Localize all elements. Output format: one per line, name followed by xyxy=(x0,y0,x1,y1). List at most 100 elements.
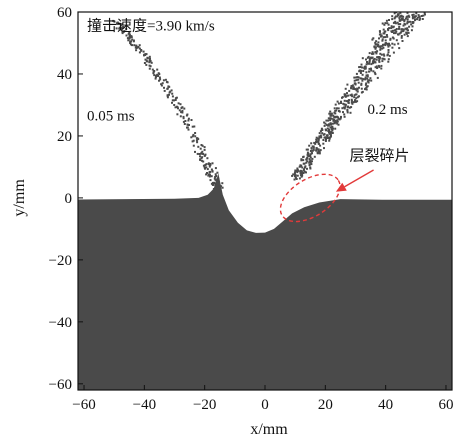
debris-particle xyxy=(355,100,357,103)
debris-particle xyxy=(397,23,400,26)
debris-particle xyxy=(365,88,368,91)
debris-particle xyxy=(190,136,193,139)
debris-particle xyxy=(174,99,177,101)
debris-particle xyxy=(115,27,118,30)
debris-particle xyxy=(393,12,396,15)
debris-particle xyxy=(216,180,219,183)
debris-particle xyxy=(387,51,390,54)
debris-particle xyxy=(327,136,330,139)
debris-particle xyxy=(413,15,416,18)
debris-particle xyxy=(412,21,415,23)
debris-particle xyxy=(213,181,216,184)
debris-particle xyxy=(311,160,313,163)
debris-particle xyxy=(393,43,396,46)
debris-particle xyxy=(335,109,338,112)
debris-particle xyxy=(373,60,376,63)
debris-particle xyxy=(319,130,322,133)
debris-particle xyxy=(367,79,370,82)
debris-particle xyxy=(383,54,386,57)
debris-particle xyxy=(325,136,328,139)
debris-particle xyxy=(213,177,216,180)
debris-particle xyxy=(387,49,390,51)
debris-particle xyxy=(181,109,184,112)
debris-particle xyxy=(421,18,424,20)
debris-particle xyxy=(324,122,327,125)
debris-particle xyxy=(125,34,128,37)
debris-particle xyxy=(330,114,333,117)
debris-particle xyxy=(138,44,141,47)
debris-particle xyxy=(209,179,212,182)
debris-particle xyxy=(309,166,312,169)
debris-particle xyxy=(308,155,311,158)
debris-particle xyxy=(368,61,371,64)
debris-particle xyxy=(203,154,206,157)
debris-particle xyxy=(309,153,312,156)
debris-particle xyxy=(372,52,375,55)
debris-particle xyxy=(152,72,155,75)
annotation-text: 撞击速度=3.90 km/s xyxy=(87,17,215,35)
debris-particle xyxy=(424,13,426,16)
y-tick-label: 60 xyxy=(57,5,72,21)
debris-particle xyxy=(332,127,334,130)
debris-particle xyxy=(131,44,133,47)
debris-particle xyxy=(187,119,190,122)
debris-particle xyxy=(355,97,358,100)
debris-particle xyxy=(411,14,414,16)
debris-particle xyxy=(385,42,387,45)
debris-particle xyxy=(354,99,356,102)
debris-particle xyxy=(208,164,211,167)
debris-particle xyxy=(381,57,384,60)
debris-particle xyxy=(153,70,156,72)
debris-particle xyxy=(113,20,116,23)
debris-particle xyxy=(192,144,195,147)
debris-particle xyxy=(327,117,330,120)
debris-particle xyxy=(396,13,399,16)
debris-particle xyxy=(378,33,381,36)
debris-particle xyxy=(382,57,385,60)
debris-particle xyxy=(391,15,394,18)
x-tick-label: −20 xyxy=(193,397,216,413)
debris-particle xyxy=(293,178,296,181)
debris-particle xyxy=(183,107,186,110)
debris-particle xyxy=(327,123,330,126)
debris-particle xyxy=(368,59,371,62)
debris-particle xyxy=(201,144,204,147)
debris-particle xyxy=(197,145,200,148)
debris-particle xyxy=(166,94,169,97)
debris-particle xyxy=(388,42,390,45)
debris-particle xyxy=(211,183,214,186)
debris-particle xyxy=(308,144,311,147)
debris-particle xyxy=(181,111,184,114)
debris-particle xyxy=(296,174,299,177)
debris-particle xyxy=(408,25,411,28)
debris-particle xyxy=(391,26,394,29)
debris-particle xyxy=(311,152,313,155)
debris-particle xyxy=(331,132,334,134)
debris-particle xyxy=(392,51,395,54)
debris-particle xyxy=(383,58,386,61)
debris-particle xyxy=(403,33,406,36)
debris-particle xyxy=(406,35,409,38)
debris-particle xyxy=(379,52,382,55)
debris-particle xyxy=(120,23,123,26)
debris-particle xyxy=(179,103,182,106)
debris-particle xyxy=(186,113,189,116)
y-tick-label: 0 xyxy=(65,191,73,207)
debris-particle xyxy=(129,43,132,46)
debris-particle xyxy=(125,28,128,30)
debris-particle xyxy=(325,119,328,122)
debris-particle xyxy=(382,43,384,46)
debris-particle xyxy=(393,32,395,35)
debris-particle xyxy=(299,174,302,177)
debris-particle xyxy=(319,149,322,152)
debris-particle xyxy=(116,21,119,24)
debris-particle xyxy=(315,147,318,150)
debris-particle xyxy=(360,82,363,85)
debris-particle xyxy=(309,156,312,159)
debris-particle xyxy=(387,29,390,32)
debris-particle xyxy=(302,169,305,172)
debris-particle xyxy=(216,183,219,186)
debris-particle xyxy=(405,16,408,18)
debris-particle xyxy=(143,54,145,57)
debris-particle xyxy=(178,109,181,112)
